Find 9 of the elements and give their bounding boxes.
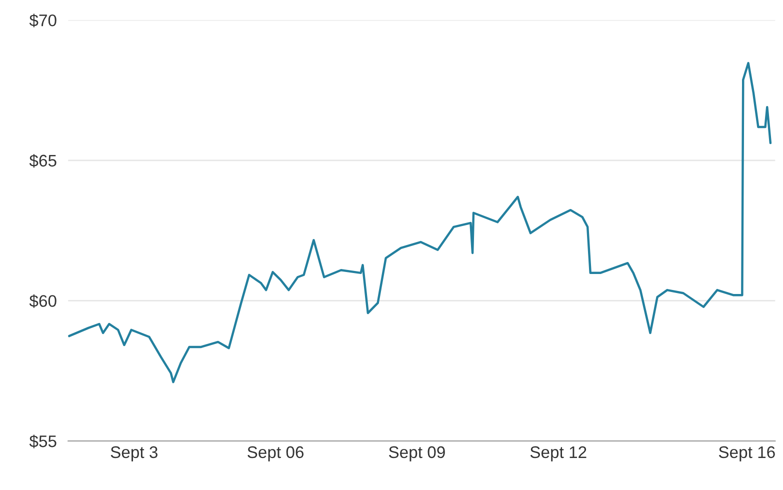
y-tick-label: $70 (29, 14, 56, 28)
x-tick-label: Sept 3 (110, 446, 158, 462)
y-tick-label: $65 (29, 154, 56, 168)
x-tick-label: Sept 06 (248, 446, 304, 462)
y-tick-label: $60 (29, 294, 56, 308)
x-tick-label: Sept 12 (530, 446, 586, 462)
x-tick-label: Sept 09 (388, 446, 445, 462)
x-tick-label: Sept 16 (718, 446, 775, 462)
y-tick-label: $55 (29, 434, 56, 448)
